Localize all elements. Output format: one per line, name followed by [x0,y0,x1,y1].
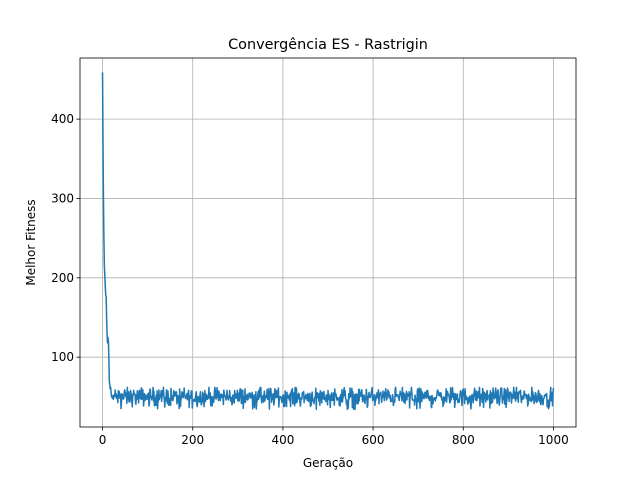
x-tick-label: 0 [99,433,107,447]
x-axis: 0 200 400 600 800 1000 [99,427,569,447]
y-tick-label: 400 [51,112,74,126]
x-tick-label: 1000 [538,433,569,447]
series-group [101,72,555,411]
fitness-series-line [101,72,555,411]
plot-frame [79,57,577,428]
x-tick-label: 400 [271,433,294,447]
y-tick-label: 300 [51,191,74,205]
x-tick-label: 800 [452,433,475,447]
grid [80,58,576,427]
y-axis: 100 200 300 400 [51,112,80,364]
y-tick-label: 100 [51,350,74,364]
x-axis-label: Geração [303,456,353,470]
chart-title: Convergência ES - Rastrigin [228,37,428,53]
x-tick-label: 200 [181,433,204,447]
x-tick-label: 600 [362,433,385,447]
y-tick-label: 200 [51,271,74,285]
y-axis-label: Melhor Fitness [24,199,38,285]
